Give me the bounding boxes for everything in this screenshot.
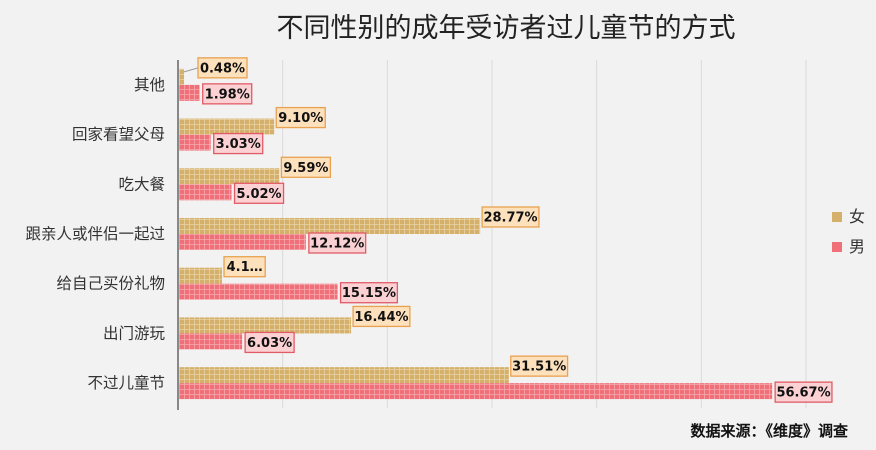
data-label-box	[774, 381, 833, 403]
data-label-box	[352, 305, 411, 328]
data-labels: 0.48% 1.98% 9.10% 3.03% 9.59%5.02% 28.77% 12.1…	[183, 57, 833, 403]
data-label: 9.59%	[283, 161, 328, 176]
bar-male	[179, 234, 306, 250]
chart-title: 不同性别的成年受访者过儿童节的方式	[277, 13, 736, 44]
data-label: 31.51%	[512, 360, 566, 375]
data-label-box	[202, 83, 253, 105]
data-label-box	[233, 182, 285, 204]
data-label: 1.98%	[205, 87, 250, 102]
bar-female	[179, 267, 223, 284]
bar-female	[179, 168, 280, 185]
legend: 女男	[832, 207, 865, 256]
legend-label: 女	[849, 207, 865, 226]
data-label-box	[280, 156, 332, 178]
data-label-box	[275, 106, 326, 129]
bars	[179, 68, 773, 400]
legend-swatch	[832, 242, 842, 252]
category-label: 吃大餐	[118, 175, 165, 193]
data-label-box	[339, 282, 399, 304]
data-label: 4.1…	[227, 260, 263, 275]
legend-swatch	[832, 212, 842, 222]
bar-male	[179, 333, 243, 350]
data-label: 0.48%	[200, 61, 245, 76]
data-label: 56.67%	[776, 386, 830, 401]
data-label-box	[244, 331, 295, 354]
data-label: 28.77%	[483, 211, 537, 226]
data-label-box	[481, 206, 540, 228]
bar-female	[179, 367, 509, 384]
data-label: 5.02%	[236, 187, 281, 202]
bar-male	[179, 84, 200, 101]
bar-female	[179, 317, 352, 334]
data-label-box	[197, 57, 248, 79]
legend-label: 男	[849, 237, 865, 256]
data-label: 3.03%	[216, 137, 261, 152]
data-label-box	[510, 355, 569, 377]
data-label-box	[308, 232, 367, 254]
label-leader-line	[183, 67, 199, 73]
data-label-box	[223, 256, 266, 278]
category-label: 跟亲人或伴侣一起过	[25, 225, 165, 243]
data-label: 15.15%	[342, 286, 396, 301]
bar-female	[179, 68, 185, 85]
data-label: 6.03%	[247, 336, 292, 351]
bar-female	[179, 118, 275, 135]
category-label: 出门游玩	[103, 324, 166, 342]
category-label: 其他	[134, 76, 165, 94]
source-note: 数据来源：《维度》调查	[690, 422, 849, 440]
data-label: 12.12%	[310, 237, 364, 252]
data-label-box	[213, 132, 264, 155]
category-label: 回家看望父母	[72, 126, 165, 144]
category-label: 不过儿童节	[87, 373, 165, 392]
data-label: 9.10%	[278, 111, 323, 126]
bar-male	[179, 184, 232, 201]
bar-female	[179, 218, 481, 234]
bar-male	[179, 383, 773, 400]
bar-male	[179, 283, 338, 300]
bar-male	[179, 134, 211, 151]
category-label: 给自己买份礼物	[56, 275, 165, 293]
data-label: 16.44%	[354, 310, 408, 325]
